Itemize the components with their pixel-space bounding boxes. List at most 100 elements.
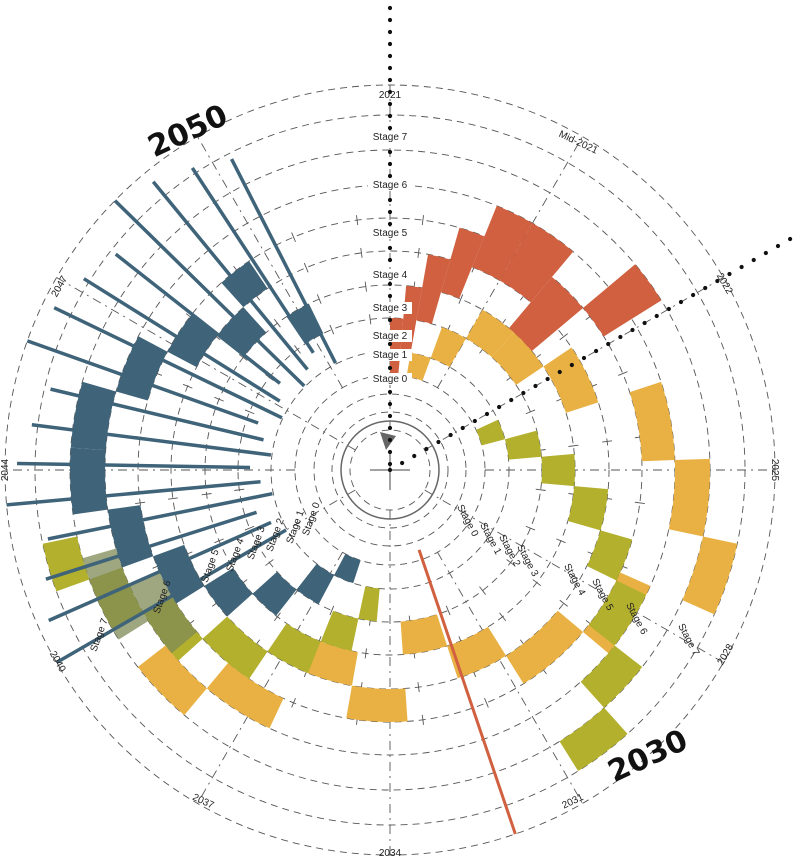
blue-line — [45, 510, 258, 581]
blue-line — [17, 461, 251, 470]
stage-label-bg — [368, 302, 412, 314]
grid-ring — [313, 393, 467, 547]
stage-label: Stage 3 — [373, 303, 408, 314]
stage-label-bg — [368, 349, 412, 361]
grid-spoke — [424, 489, 724, 663]
stage-label: Stage 2 — [373, 331, 408, 342]
dot — [387, 221, 393, 227]
grid-tick — [273, 612, 281, 622]
grid-tick — [135, 501, 146, 504]
stage-wedge — [358, 586, 380, 622]
dot — [387, 401, 393, 407]
grid-tick — [329, 605, 335, 616]
grid-tick — [421, 714, 424, 725]
dot — [618, 334, 623, 340]
blue-line — [53, 306, 283, 420]
stage-wedge — [588, 580, 647, 646]
dot — [387, 5, 393, 11]
grid-tick — [265, 374, 274, 381]
grid-tick — [417, 682, 420, 693]
stage-wedge — [221, 261, 268, 308]
dot — [387, 467, 393, 473]
grid-tick — [214, 396, 224, 402]
year-label-2028: 2028 — [716, 642, 737, 667]
dot — [387, 281, 393, 287]
stage-wedge — [137, 645, 207, 716]
stage-wedge — [504, 430, 542, 460]
stage-wedge — [129, 572, 197, 654]
grid-tick — [559, 333, 568, 341]
stage-wedge — [153, 544, 205, 604]
dot — [727, 271, 732, 277]
stage-wedge — [543, 347, 599, 413]
dot — [497, 404, 502, 410]
dot — [387, 257, 393, 263]
stage-wedge — [559, 707, 628, 772]
blue-line — [82, 277, 281, 403]
grid-tick — [499, 612, 507, 622]
dot — [521, 390, 526, 396]
dot — [424, 446, 429, 452]
grid-tick — [559, 599, 568, 607]
year-label-2040: 2040 — [47, 649, 68, 674]
stage-label: Stage 7 — [373, 132, 408, 143]
stage-wedge — [416, 254, 451, 324]
stage-wedge — [286, 303, 324, 344]
blue-line — [6, 480, 261, 507]
stage-wedge — [447, 626, 507, 679]
stage-wedge — [204, 568, 253, 617]
stage-wedge — [629, 381, 675, 462]
red-line — [417, 549, 517, 835]
grid-tick — [201, 493, 212, 496]
stage-wedge — [400, 614, 448, 655]
grid-tick — [316, 294, 322, 304]
grid-tick — [634, 501, 645, 504]
blue-line — [190, 166, 315, 354]
dot — [387, 65, 393, 71]
grid-tick — [479, 586, 486, 595]
blue-line — [31, 423, 272, 457]
dot — [387, 29, 393, 35]
dot — [387, 341, 393, 347]
year-label-2044: 2044 — [0, 458, 11, 481]
stage-label-2030: Stage 7 — [675, 622, 701, 658]
dot — [436, 439, 441, 445]
grid-tick — [532, 579, 542, 587]
stage-wedge — [42, 536, 90, 592]
dot — [387, 461, 393, 467]
grid-tick — [167, 497, 178, 500]
stage-label: Stage 6 — [373, 180, 408, 191]
stage-wedge — [508, 276, 584, 352]
grid-tick — [364, 648, 367, 659]
dot — [678, 299, 684, 305]
dot — [581, 355, 587, 361]
grid-tick — [294, 345, 301, 354]
blue-line — [151, 180, 309, 371]
grid-tick — [556, 538, 566, 544]
grid-tick — [417, 247, 420, 258]
stage-label: Stage 4 — [373, 270, 408, 281]
grid-ring — [331, 411, 449, 529]
grid-tick — [214, 538, 224, 544]
grid-tick — [244, 525, 255, 531]
year-label-2021: 2021 — [379, 90, 402, 101]
dot — [642, 320, 647, 326]
stage-wedge — [580, 645, 643, 708]
dot — [788, 236, 793, 242]
grid-tick — [602, 440, 613, 443]
dot — [387, 41, 393, 47]
stage-wedge — [206, 663, 284, 729]
blue-line — [55, 528, 287, 665]
dot — [387, 149, 393, 155]
stage-label-bg — [368, 373, 412, 385]
milestone-2050: 2050 — [143, 98, 233, 165]
stage-wedge — [252, 571, 297, 616]
grid-tick — [421, 215, 424, 226]
stage-wedge — [202, 616, 268, 679]
dot — [691, 292, 696, 298]
grid-tick — [568, 444, 579, 447]
stage-label-bg — [368, 131, 412, 143]
dot — [387, 365, 393, 371]
dot — [387, 53, 393, 59]
stage-wedge — [682, 536, 738, 615]
